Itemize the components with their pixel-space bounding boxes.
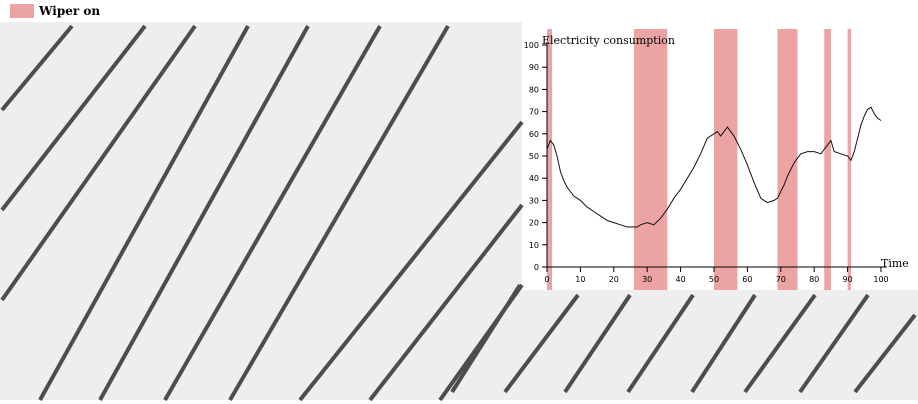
x-tick-label: 30	[642, 275, 652, 284]
electricity-chart: 0 10 20 30 40 50 60 70 80 90 100 0 10 20 30 40 50 60 70 80 9…	[524, 29, 909, 290]
y-tick-label: 90	[529, 63, 539, 72]
x-tick-label: 90	[843, 275, 853, 284]
y-tick-label: 50	[529, 152, 539, 161]
stripe-line	[503, 293, 580, 394]
y-tick-label: 0	[534, 263, 539, 272]
stripe-line	[563, 293, 632, 394]
legend-label: Wiper on	[39, 4, 101, 18]
consumption-line	[546, 106, 882, 228]
stripe-line	[450, 283, 522, 394]
y-tick-label: 20	[529, 219, 539, 228]
stripe-line	[163, 25, 382, 401]
y-tick-label: 30	[529, 196, 539, 205]
y-axis-title: Electricity consumption	[542, 34, 675, 47]
x-tick-label: 20	[609, 275, 619, 284]
background-panel-bottom-right	[522, 290, 918, 400]
stripe-line	[743, 293, 817, 394]
x-tick-label: 80	[809, 275, 819, 284]
stripe-line	[798, 293, 870, 394]
x-tick-label: 0	[544, 275, 549, 284]
x-tick-label: 10	[575, 275, 585, 284]
x-tick-label: 40	[676, 275, 686, 284]
wiper-on-band	[547, 29, 553, 290]
stripe-line	[853, 313, 917, 394]
y-tick-label: 60	[529, 130, 539, 139]
y-tick-label: 40	[529, 174, 539, 183]
stripe-line	[38, 25, 250, 401]
x-tick-label: 100	[873, 275, 888, 284]
wiper-on-band	[777, 29, 798, 290]
stripe-line	[0, 24, 197, 302]
wiper-on-band	[824, 29, 831, 290]
stripe-line	[298, 120, 524, 402]
wiper-on-band	[633, 29, 668, 290]
x-tick-label: 50	[709, 275, 719, 284]
legend-swatch	[10, 4, 34, 18]
stripe-line	[368, 203, 524, 402]
x-axis-title: Time	[881, 257, 909, 270]
stripe-line	[0, 24, 147, 212]
stripe-line	[98, 25, 310, 401]
x-tick-label: 70	[776, 275, 786, 284]
background-panel-left	[0, 22, 522, 400]
wiper-bands	[547, 29, 851, 290]
wiper-on-band	[714, 29, 738, 290]
stripe-line	[626, 293, 695, 394]
y-tick-label: 70	[529, 108, 539, 117]
x-tick-label: 60	[742, 275, 752, 284]
legend: Wiper on	[0, 0, 100, 22]
stripe-line	[0, 24, 74, 112]
stripe-line	[690, 293, 757, 394]
y-tick-label: 100	[524, 41, 539, 50]
y-tick-label: 10	[529, 241, 539, 250]
stripe-line	[228, 24, 450, 402]
chart-axes: 0 10 20 30 40 50 60 70 80 90 100 0 10 20 30 40 50 60 70 80 9…	[524, 41, 889, 284]
wiper-on-band	[847, 29, 851, 290]
y-tick-label: 80	[529, 85, 539, 94]
